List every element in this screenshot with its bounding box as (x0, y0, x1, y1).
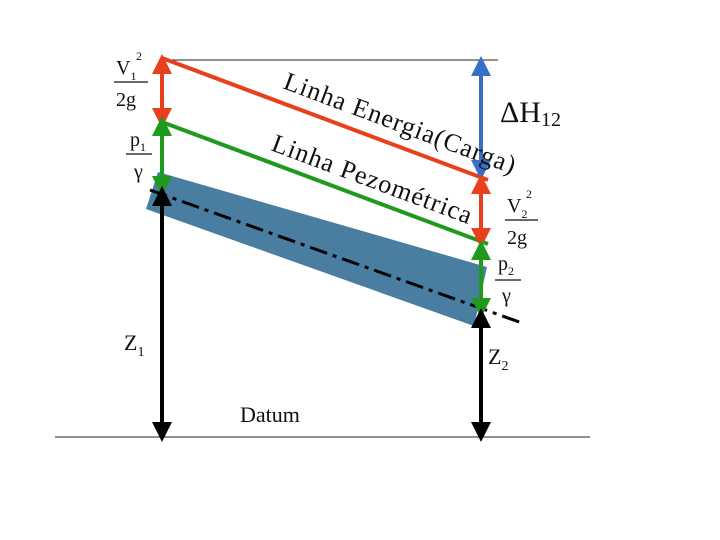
p1-num-sub: 1 (140, 140, 146, 154)
svg-text:p2: p2 (498, 253, 514, 278)
p2-num: p (498, 253, 508, 275)
v1-num: V (116, 57, 131, 79)
v1-num-sup: 2 (136, 49, 142, 63)
p1-num: p (130, 129, 140, 151)
z1-label: Z1 (124, 330, 144, 360)
delta-h-label: ΔH12 (500, 96, 561, 131)
pressure-head-2-label: p2 γ (495, 253, 521, 307)
svg-text:V2: V2 (507, 195, 527, 221)
v2-den: 2g (507, 227, 527, 249)
pressure-head-1-label: p1 γ (126, 129, 152, 183)
p1-den: γ (133, 161, 143, 183)
svg-text:p1: p1 (130, 129, 146, 154)
svg-text:V1: V1 (116, 57, 136, 83)
v1-den: 2g (116, 89, 136, 111)
v2-num: V (507, 195, 522, 217)
velocity-head-2-label: V2 2 2g (505, 187, 538, 249)
p2-num-sub: 2 (508, 264, 514, 278)
v2-num-sub: 2 (521, 207, 527, 221)
datum-label: Datum (240, 402, 300, 427)
p2-den: γ (501, 285, 511, 307)
velocity-head-1-label: V1 2 2g (114, 49, 148, 111)
v1-num-sub: 1 (130, 69, 136, 83)
v2-num-sup: 2 (526, 187, 532, 201)
z2-label: Z2 (488, 344, 508, 374)
